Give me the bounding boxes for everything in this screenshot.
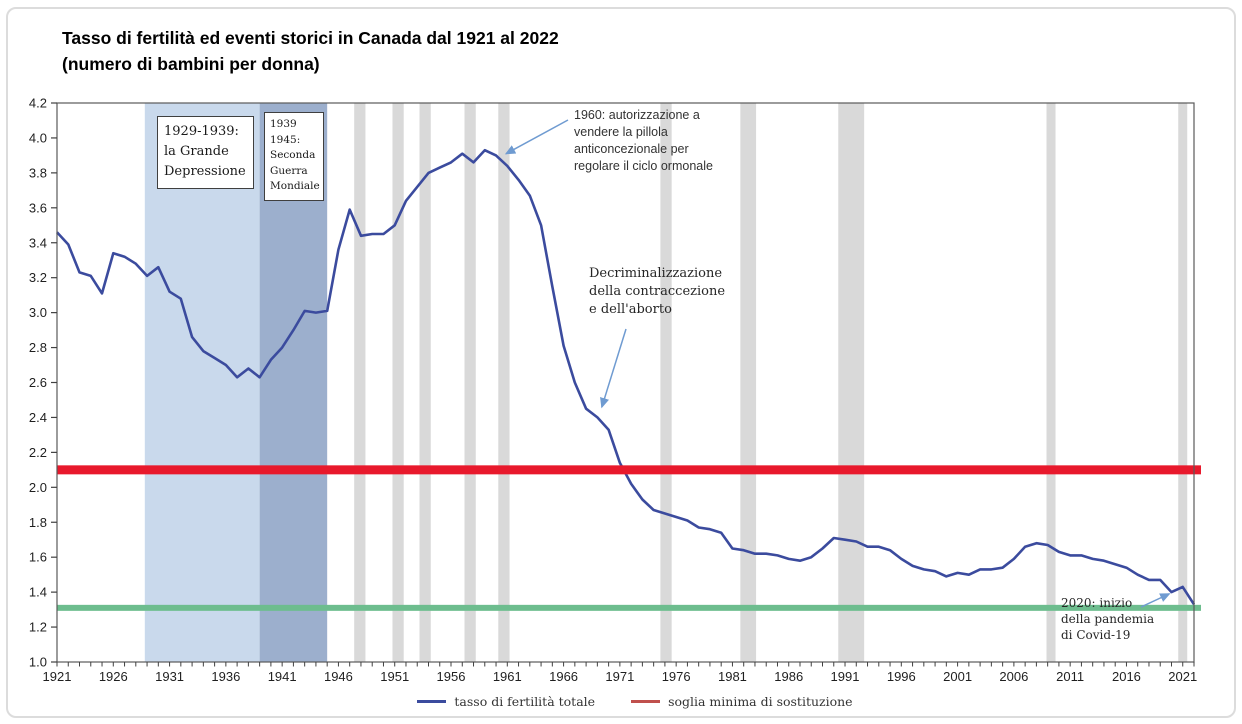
x-tick-label: 2021 [1168, 669, 1197, 684]
y-tick-label: 1.4 [29, 585, 47, 600]
x-tick-label: 1931 [155, 669, 184, 684]
recession-band [354, 103, 366, 662]
legend-line-sample-blue [417, 700, 447, 703]
y-tick-label: 1.6 [29, 550, 47, 565]
y-tick-label: 2.6 [29, 375, 47, 390]
y-tick-label: 3.4 [29, 235, 47, 250]
annotation-line: vendere la pillola [574, 125, 668, 139]
x-tick-label: 1946 [324, 669, 353, 684]
recession-band [1178, 103, 1188, 662]
annotation-line: della contraccezione [589, 284, 726, 299]
y-tick-label: 4.2 [29, 96, 47, 111]
event-label-line: la Grande [164, 144, 229, 159]
x-tick-label: 1991 [831, 669, 860, 684]
recession-band [419, 103, 431, 662]
minimum-level-line [57, 604, 1201, 611]
x-tick-label: 1921 [43, 669, 72, 684]
legend-item-fertility: tasso di fertilità totale [417, 694, 595, 709]
legend-item-threshold: soglia minima di sostituzione [631, 694, 853, 709]
y-tick-label: 2.4 [29, 410, 47, 425]
x-tick-label: 1971 [605, 669, 634, 684]
wwii-label-box: 1939 1945: Seconda Guerra Mondiale [264, 112, 324, 201]
annotation-line: 1960: autorizzazione a [574, 108, 700, 122]
recession-band [740, 103, 757, 662]
annotation-line: di Covid-19 [1061, 628, 1131, 642]
x-tick-label: 1976 [662, 669, 691, 684]
y-tick-label: 1.8 [29, 515, 47, 530]
x-tick-label: 1951 [380, 669, 409, 684]
event-label-line: Seconda [270, 149, 316, 161]
legend: tasso di fertilità totale soglia minima … [0, 694, 1242, 709]
great-depression-label-box: 1929-1939: la Grande Depressione [157, 116, 254, 189]
annotation-arrow-covid [1140, 593, 1171, 608]
legend-label: tasso di fertilità totale [454, 694, 596, 709]
event-label-line: Depressione [164, 164, 246, 179]
recession-band [498, 103, 510, 662]
event-label-line: 1929-1939: [164, 124, 239, 139]
annotation-covid-2020: 2020: inizio della pandemia di Covid-19 [1061, 595, 1154, 643]
x-tick-label: 2011 [1056, 669, 1084, 684]
y-tick-label: 3.2 [29, 270, 47, 285]
y-tick-label: 1.2 [29, 620, 47, 635]
annotation-line: della pandemia [1061, 612, 1155, 626]
x-tick-label: 2006 [999, 669, 1028, 684]
recession-band [392, 103, 404, 662]
x-tick-label: 1986 [774, 669, 803, 684]
y-tick-label: 3.8 [29, 165, 47, 180]
x-tick-label: 1956 [437, 669, 466, 684]
annotation-decriminalization: Decriminalizzazione della contraccezione… [589, 265, 725, 319]
chart-title-line2: (numero di bambini per donna) [62, 54, 320, 74]
x-tick-label: 1961 [493, 669, 522, 684]
recession-band [838, 103, 865, 662]
annotation-arrow-decrim [600, 328, 627, 409]
y-tick-label: 4.0 [29, 130, 47, 145]
y-tick-label: 3.0 [29, 305, 47, 320]
annotation-line: anticoncezionale per [574, 142, 689, 156]
annotation-line: Decriminalizzazione [589, 266, 723, 281]
event-label-line: Guerra [270, 164, 308, 177]
x-tick-label: 2001 [943, 669, 972, 684]
x-tick-label: 1926 [99, 669, 128, 684]
chart-title: Tasso di fertilità ed eventi storici in … [62, 25, 559, 77]
event-band [144, 103, 260, 662]
annotation-pill-1960: 1960: autorizzazione a vendere la pillol… [574, 107, 713, 175]
y-tick-label: 3.6 [29, 200, 47, 215]
chart-title-line1: Tasso di fertilità ed eventi storici in … [62, 28, 559, 48]
recession-band [660, 103, 672, 662]
event-label-line: Mondiale [270, 180, 320, 192]
annotation-line: regolare il ciclo ormonale [574, 159, 713, 173]
annotation-line: 2020: inizio [1061, 596, 1133, 610]
annotation-arrow-pill [504, 119, 569, 155]
legend-line-sample-red [631, 699, 661, 704]
event-label-line: 1939 [270, 118, 297, 130]
event-label-line: 1945: [270, 133, 301, 146]
x-tick-label: 1966 [549, 669, 578, 684]
y-tick-label: 2.8 [29, 340, 47, 355]
legend-label: soglia minima di sostituzione [668, 694, 853, 709]
x-tick-label: 1996 [887, 669, 916, 684]
annotation-line: e dell'aborto [589, 302, 672, 317]
replacement-threshold-line [57, 465, 1201, 475]
x-tick-label: 1981 [718, 669, 747, 684]
x-tick-label: 1936 [211, 669, 240, 684]
recession-band [1046, 103, 1056, 662]
x-tick-label: 1941 [268, 669, 297, 684]
y-tick-label: 2.0 [29, 480, 47, 495]
x-tick-label: 2016 [1112, 669, 1141, 684]
y-tick-label: 1.0 [29, 655, 47, 670]
recession-band [464, 103, 476, 662]
y-tick-label: 2.2 [29, 445, 47, 460]
